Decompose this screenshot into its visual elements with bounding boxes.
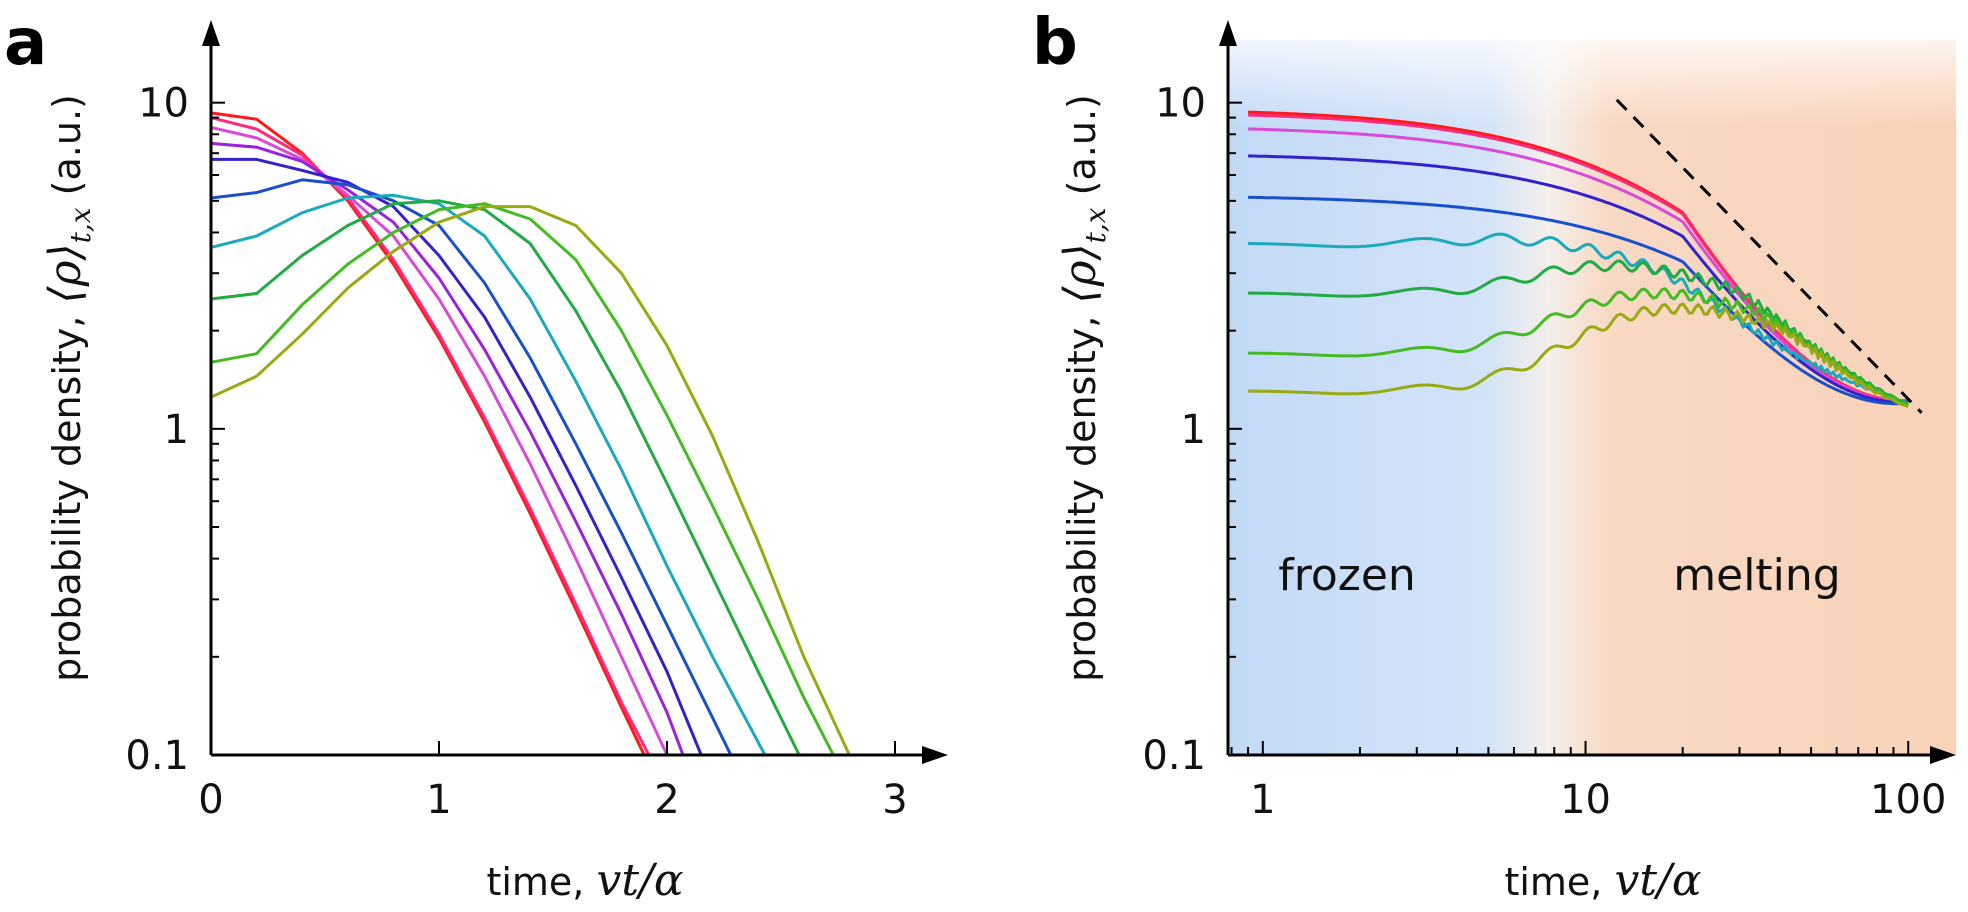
panel-a-axes <box>202 20 948 764</box>
panel-a-y-axis-label: probability density, ⟨ρ⟩t,x (a.u.) <box>40 94 97 682</box>
panel-b-series-line <box>1248 232 1909 405</box>
panel-a-series-line <box>210 116 651 756</box>
panel-a-y-tick-label: 1 <box>164 407 189 453</box>
panel-a-y-axis-arrow <box>202 20 220 46</box>
frozen-region-label: frozen <box>1278 550 1416 601</box>
panel-b-axes <box>1219 20 1956 764</box>
panel-b-series-line <box>1248 259 1909 406</box>
panel-b-series-line <box>1248 195 1909 406</box>
panel-a-series-line <box>210 141 685 756</box>
panel-a-series-group <box>210 111 851 756</box>
panel-b-y-tick-label: 0.1 <box>1142 733 1206 779</box>
panel-a-series-line <box>210 193 767 756</box>
panel-a-ticks: 0 1 2 3 0.1 1 10 <box>125 81 907 823</box>
panel-b-y-axis-label: probability density, ⟨ρ⟩t,x (a.u.) <box>1055 94 1112 682</box>
panel-a: a 0 1 2 3 0.1 1 10 time, vt/α probability dens… <box>4 6 948 906</box>
panel-b-series-line <box>1248 113 1909 403</box>
panel-a-series-line <box>211 157 703 756</box>
panel-b-series-line <box>1248 302 1909 409</box>
panel-a-y-tick-label: 10 <box>138 81 189 127</box>
panel-b-y-tick-label: 10 <box>1155 81 1206 127</box>
panel-a-x-tick-label: 1 <box>426 777 451 823</box>
panel-b: b frozen melting 1 10 100 0.1 1 10 time, vt/α… <box>1032 6 1956 906</box>
background-fade <box>1228 40 1956 755</box>
power-law-reference-line <box>1615 98 1923 414</box>
panel-a-x-axis-label: time, vt/α <box>486 855 683 906</box>
panel-b-x-axis-label: time, vt/α <box>1504 855 1701 906</box>
panel-a-series-line <box>210 205 851 756</box>
panel-b-x-axis-arrow <box>1930 746 1956 764</box>
panel-b-x-tick-label: 1 <box>1250 777 1275 823</box>
panel-letter-a: a <box>4 6 47 80</box>
panel-b-reference-group <box>1615 98 1923 414</box>
panel-a-series-line <box>210 125 669 756</box>
melting-region-label: melting <box>1673 550 1840 601</box>
panel-a-series-line <box>210 178 733 756</box>
panel-b-ticks: 1 10 100 0.1 1 10 <box>1142 81 1946 823</box>
panel-a-y-tick-label: 0.1 <box>125 733 189 779</box>
panel-b-x-tick-label: 100 <box>1870 777 1946 823</box>
panel-b-y-tick-label: 1 <box>1181 407 1206 453</box>
panel-b-y-axis-arrow <box>1219 20 1237 46</box>
panel-a-x-tick-label: 2 <box>654 777 679 823</box>
panel-a-x-axis-arrow <box>922 746 948 764</box>
panel-b-series-group <box>1248 110 1909 409</box>
panel-a-x-tick-label: 3 <box>882 777 907 823</box>
panel-a-series-line <box>210 199 801 756</box>
panel-letter-b: b <box>1032 6 1078 80</box>
panel-b-x-tick-label: 10 <box>1560 777 1611 823</box>
panel-a-series-line <box>210 202 835 756</box>
panel-a-x-tick-label: 0 <box>198 777 223 823</box>
panel-a-series-line <box>210 111 646 756</box>
